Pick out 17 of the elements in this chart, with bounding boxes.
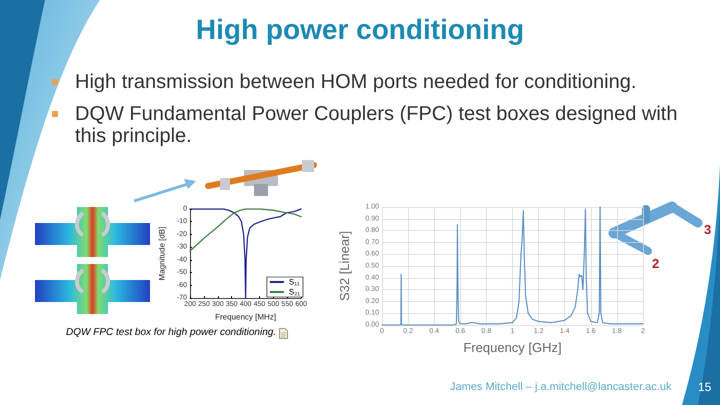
text: 15: [698, 380, 712, 394]
text: James Mitchell – j.a.mitchell@lancaster.ac.uk: [450, 381, 672, 394]
text: DQW FPC test box for high power conditioning.: [66, 327, 276, 339]
text: 3: [704, 222, 712, 238]
line-series: [189, 208, 302, 252]
legend-label: S₂₁: [288, 288, 300, 296]
legend-label: S₁₁: [288, 278, 300, 286]
line-series: [189, 208, 302, 299]
text: High transmission between HOM ports needed for conditioning.: [75, 71, 638, 93]
x-axis-title: Frequency [MHz]: [215, 312, 276, 322]
text: High power conditioning: [194, 14, 526, 46]
text: DQW Fundamental Power Couplers (FPC) test boxes designed with this principle.: [75, 103, 678, 147]
line-series: [381, 206, 644, 326]
text: 2: [652, 256, 660, 272]
y-axis-title: S32 [Linear]: [337, 230, 352, 302]
x-axis-title: Frequency [GHz]: [463, 340, 562, 355]
y-axis-title: Magnitude [dB]: [158, 226, 166, 280]
